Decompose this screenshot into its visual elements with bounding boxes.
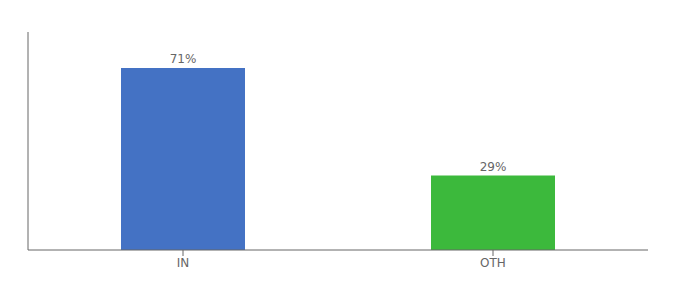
svg-text:71%: 71% [170,52,197,66]
svg-text:IN: IN [177,256,190,270]
svg-text:29%: 29% [480,160,507,174]
svg-text:OTH: OTH [480,256,506,270]
